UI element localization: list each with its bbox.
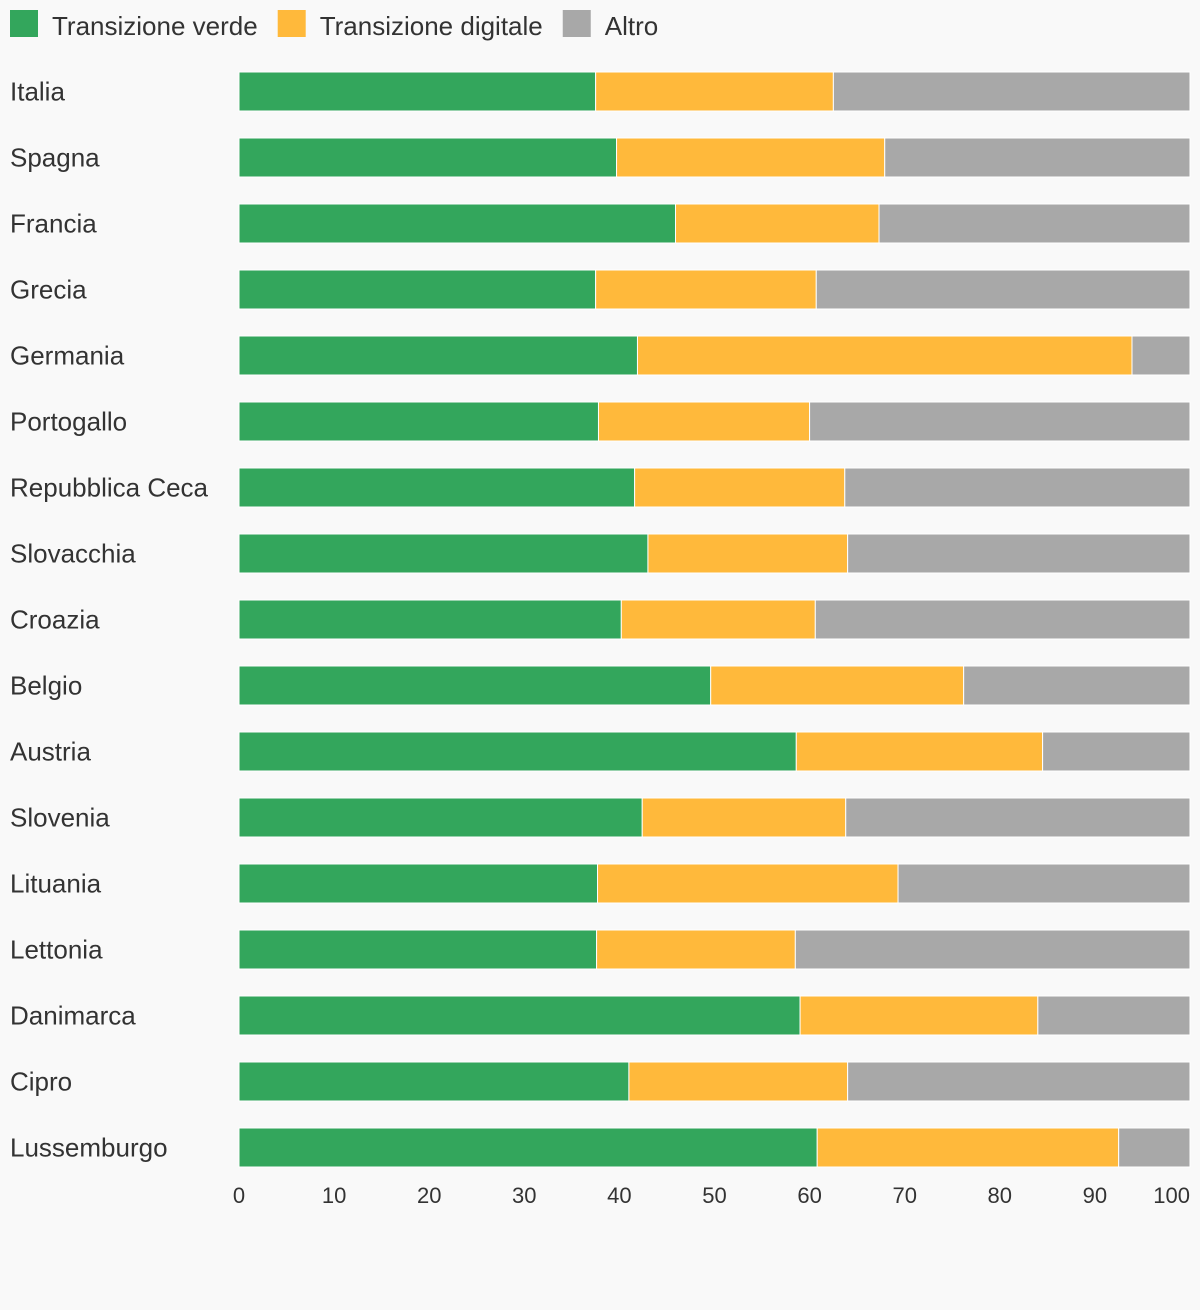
category-label-13: Lettonia <box>10 935 103 965</box>
bar-segment-5-1 <box>597 401 811 442</box>
x-tick-label-5: 50 <box>702 1183 726 1208</box>
category-label-0: Italia <box>10 77 65 107</box>
x-tick-label-1: 10 <box>322 1183 346 1208</box>
bar-segment-8-0 <box>238 599 622 640</box>
category-label-5: Portogallo <box>10 407 127 437</box>
legend-label-1: Transizione digitale <box>320 11 543 41</box>
bar-segment-1-1 <box>616 137 886 178</box>
bar-segment-16-2 <box>1118 1127 1191 1168</box>
legend-swatch-1 <box>277 10 306 37</box>
bar-segment-6-1 <box>634 467 846 508</box>
bar-segment-3-2 <box>815 269 1191 310</box>
x-tick-label-2: 20 <box>417 1183 441 1208</box>
bar-segment-16-0 <box>238 1127 818 1168</box>
bar-segment-10-1 <box>795 731 1044 772</box>
category-label-4: Germania <box>10 341 125 371</box>
bar-segment-11-2 <box>845 797 1191 838</box>
bar-segment-1-2 <box>884 137 1191 178</box>
bar-segment-7-2 <box>847 533 1191 574</box>
x-tick-label-3: 30 <box>512 1183 536 1208</box>
bar-segment-10-2 <box>1042 731 1191 772</box>
bar-segment-2-2 <box>878 203 1191 244</box>
bar-segment-6-0 <box>238 467 636 508</box>
x-tick-label-6: 60 <box>797 1183 821 1208</box>
category-label-12: Lituania <box>10 869 102 899</box>
category-label-1: Spagna <box>10 143 100 173</box>
x-tick-label-0: 0 <box>233 1183 245 1208</box>
category-label-10: Austria <box>10 737 91 767</box>
bar-segment-15-0 <box>238 1061 630 1102</box>
x-tick-label-8: 80 <box>988 1183 1012 1208</box>
category-label-8: Croazia <box>10 605 100 635</box>
category-label-9: Belgio <box>10 671 82 701</box>
bar-segment-10-0 <box>238 731 797 772</box>
bar-segment-14-2 <box>1037 995 1191 1036</box>
category-label-16: Lussemburgo <box>10 1133 168 1163</box>
bar-segment-13-0 <box>238 929 598 970</box>
bar-segment-11-0 <box>238 797 643 838</box>
bar-segment-2-0 <box>238 203 677 244</box>
x-tick-label-10: 100 <box>1153 1183 1190 1208</box>
bar-segment-0-1 <box>595 71 834 112</box>
bar-segment-12-1 <box>597 863 899 904</box>
bar-segment-5-0 <box>238 401 599 442</box>
category-label-11: Slovenia <box>10 803 110 833</box>
bar-segment-4-2 <box>1131 335 1191 376</box>
legend-swatch-0 <box>10 10 38 37</box>
bar-segment-11-1 <box>641 797 847 838</box>
x-axis-ticks: 0 10 20 30 40 50 60 70 80 90 100 <box>233 1183 1190 1208</box>
bar-segment-7-0 <box>238 533 649 574</box>
bar-segment-15-2 <box>847 1061 1191 1102</box>
legend: Transizione verde Transizione digitale Alt… <box>10 10 658 41</box>
bar-segment-12-2 <box>897 863 1191 904</box>
category-label-6: Repubblica Ceca <box>10 473 209 503</box>
bar-segment-9-0 <box>238 665 712 706</box>
category-label-7: Slovacchia <box>10 539 136 569</box>
bar-segment-0-0 <box>238 71 597 112</box>
bar-segment-2-1 <box>675 203 880 244</box>
bar-segment-4-1 <box>636 335 1133 376</box>
x-tick-label-4: 40 <box>607 1183 631 1208</box>
x-tick-label-9: 90 <box>1083 1183 1107 1208</box>
bar-segment-3-1 <box>595 269 817 310</box>
bar-segment-4-0 <box>238 335 638 376</box>
legend-label-2: Altro <box>605 11 658 41</box>
bar-segment-0-2 <box>832 71 1191 112</box>
bar-segment-13-1 <box>596 929 796 970</box>
bar-segment-8-1 <box>620 599 816 640</box>
bar-segment-3-0 <box>238 269 597 310</box>
bar-segment-15-1 <box>628 1061 849 1102</box>
legend-label-0: Transizione verde <box>52 11 258 41</box>
x-tick-label-7: 70 <box>892 1183 916 1208</box>
bar-segment-14-1 <box>799 995 1039 1036</box>
legend-swatch-2 <box>562 10 591 37</box>
category-label-15: Cipro <box>10 1067 72 1097</box>
category-labels: Italia Spagna Francia Grecia Germania Portoga… <box>10 77 209 1163</box>
category-label-3: Grecia <box>10 275 87 305</box>
bar-segment-7-1 <box>647 533 849 574</box>
bar-segment-9-2 <box>963 665 1191 706</box>
bar-segment-12-0 <box>238 863 599 904</box>
category-label-2: Francia <box>10 209 97 239</box>
bar-segment-5-2 <box>809 401 1191 442</box>
bar-segment-6-2 <box>844 467 1191 508</box>
bar-segment-16-1 <box>816 1127 1120 1168</box>
bars <box>238 71 1191 1168</box>
bar-segment-8-2 <box>814 599 1191 640</box>
bar-segment-14-0 <box>238 995 801 1036</box>
bar-segment-9-1 <box>710 665 965 706</box>
bar-segment-13-2 <box>794 929 1191 970</box>
category-label-14: Danimarca <box>10 1001 136 1031</box>
bar-segment-1-0 <box>238 137 618 178</box>
